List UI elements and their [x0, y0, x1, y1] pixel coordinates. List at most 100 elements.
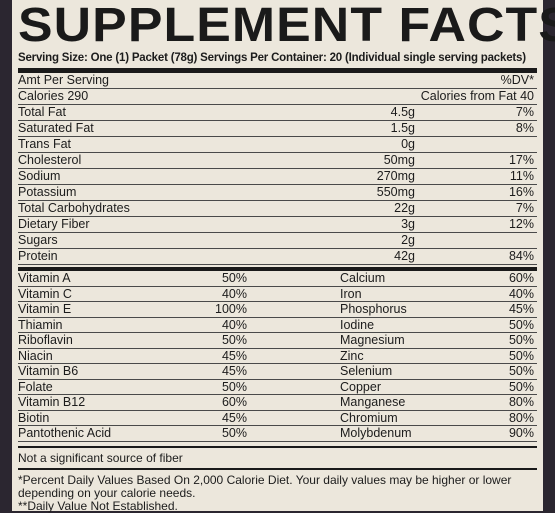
footnote-daily-values: *Percent Daily Values Based On 2,000 Cal… — [18, 472, 512, 500]
vitamin-name: Vitamin A — [18, 271, 71, 285]
vitamin-row: Vitamin C 40% Iron 40% — [18, 286, 537, 302]
mineral-name: Selenium — [340, 364, 393, 378]
nutrient-name: Protein — [18, 249, 58, 263]
nutrient-amount: 0g — [401, 137, 415, 151]
nutrient-name: Total Carbohydrates — [18, 201, 130, 215]
vitamin-divider — [18, 267, 537, 271]
mineral-dv: 80% — [508, 395, 534, 409]
nutrient-name: Sodium — [18, 169, 61, 183]
mineral-dv: 50% — [508, 364, 534, 378]
vitamin-dv: 40% — [221, 286, 247, 301]
mineral-dv: 50% — [508, 333, 534, 347]
nutrient-name: Trans Fat — [18, 137, 72, 151]
mineral-name: Chromium — [340, 410, 398, 425]
nutrient-name: Cholesterol — [18, 153, 82, 167]
nutrient-row: Total Carbohydrates 22g 7% — [18, 201, 537, 217]
vitamin-dv: 50% — [221, 271, 247, 285]
vitamin-table: Vitamin A 50% Calcium 60% Vitamin C 40% Iron 40… — [18, 271, 537, 442]
nutrient-row: Potassium 550mg 16% — [18, 185, 537, 201]
nutrient-name: Saturated Fat — [18, 121, 94, 135]
nutrient-dv: 17% — [508, 153, 534, 167]
nutrient-name: Potassium — [18, 185, 77, 199]
mineral-name: Calcium — [340, 271, 386, 285]
vitamin-name: Vitamin B6 — [18, 364, 79, 378]
vitamin-dv: 100% — [215, 302, 247, 316]
nutrient-name: Dietary Fiber — [18, 217, 90, 231]
nutrient-amount: 1.5g — [390, 121, 415, 135]
supplement-facts-label: SUPPLEMENT FACTS Serving Size: One (1) P… — [12, 0, 555, 512]
nutrient-dv: 7% — [515, 201, 534, 215]
nutrient-amount: 2g — [401, 233, 415, 247]
vitamin-name: Vitamin B12 — [18, 395, 86, 409]
nutrient-amount: 3g — [401, 217, 415, 231]
calories-value: Calories 290 — [18, 89, 89, 103]
vitamin-dv: 50% — [221, 379, 247, 394]
mineral-dv: 40% — [508, 286, 534, 301]
vitamin-row: Folate 50% Copper 50% — [18, 379, 537, 395]
vitamin-dv: 50% — [221, 426, 247, 440]
nutrient-amount: 50mg — [383, 153, 415, 167]
calories-row: Calories 290 Calories from Fat 40 — [18, 89, 537, 105]
vitamin-name: Pantothenic Acid — [18, 426, 112, 440]
vitamin-name: Thiamin — [18, 317, 63, 332]
mineral-dv: 50% — [508, 317, 534, 332]
amount-header-row: Amt Per Serving %DV* — [18, 73, 537, 89]
vitamin-name: Niacin — [18, 348, 53, 363]
vitamin-row: Pantothenic Acid 50% Molybdenum 90% — [18, 426, 537, 442]
nutrient-row: Sodium 270mg 11% — [18, 169, 537, 185]
mineral-dv: 45% — [508, 302, 534, 316]
footer-divider — [18, 445, 537, 448]
nutrient-dv: 8% — [515, 121, 534, 135]
nutrient-row: Sugars 2g — [18, 233, 537, 249]
nutrient-amount: 22g — [394, 201, 415, 215]
nutrient-amount: 550mg — [376, 185, 415, 199]
vitamin-row: Vitamin E 100% Phosphorus 45% — [18, 302, 537, 318]
nutrient-dv: 11% — [509, 169, 534, 183]
nutrient-amount: 4.5g — [390, 105, 415, 119]
mineral-name: Copper — [340, 379, 381, 394]
mineral-dv: 60% — [508, 271, 534, 285]
vitamin-name: Biotin — [18, 410, 50, 425]
vitamin-row: Vitamin B6 45% Selenium 50% — [18, 364, 537, 380]
vitamin-row: Vitamin A 50% Calcium 60% — [18, 271, 537, 287]
nutrient-name: Sugars — [18, 233, 58, 247]
nutrient-row: Dietary Fiber 3g 12% — [18, 217, 537, 233]
calories-from-fat: Calories from Fat 40 — [420, 89, 534, 103]
nutrient-name: Total Fat — [18, 105, 66, 119]
mineral-dv: 90% — [508, 426, 534, 440]
serving-info: Serving Size: One (1) Packet (78g) Servi… — [18, 52, 526, 64]
fiber-note: Not a significant source of fiber — [18, 451, 537, 470]
vitamin-dv: 45% — [221, 410, 247, 425]
nutrient-row: Cholesterol 50mg 17% — [18, 153, 537, 169]
vitamin-row: Riboflavin 50% Magnesium 50% — [18, 333, 537, 349]
vitamin-row: Thiamin 40% Iodine 50% — [18, 317, 537, 333]
vitamin-row: Biotin 45% Chromium 80% — [18, 410, 537, 426]
amt-per-serving-label: Amt Per Serving — [18, 73, 110, 87]
nutrient-row: Total Fat 4.5g 7% — [18, 105, 537, 121]
vitamin-dv: 50% — [221, 333, 247, 347]
mineral-name: Phosphorus — [340, 302, 407, 316]
nutrient-dv: 84% — [508, 249, 534, 263]
mineral-name: Manganese — [340, 395, 406, 409]
nutrient-dv: 7% — [515, 105, 534, 119]
nutrient-row: Trans Fat 0g — [18, 137, 537, 153]
vitamin-dv: 40% — [221, 317, 247, 332]
mineral-dv: 50% — [508, 379, 534, 394]
vitamin-dv: 45% — [221, 364, 247, 378]
mineral-name: Iodine — [340, 317, 375, 332]
mineral-name: Zinc — [340, 348, 364, 363]
vitamin-name: Folate — [18, 379, 53, 394]
nutrient-amount: 42g — [394, 249, 415, 263]
nutrient-row: Saturated Fat 1.5g 8% — [18, 121, 537, 137]
vitamin-name: Vitamin C — [18, 286, 72, 301]
mineral-dv: 50% — [508, 348, 534, 363]
thick-divider — [18, 68, 537, 73]
vitamin-name: Riboflavin — [18, 333, 73, 347]
vitamin-row: Vitamin B12 60% Manganese 80% — [18, 395, 537, 411]
mineral-name: Molybdenum — [340, 426, 412, 440]
nutrient-dv: 12% — [508, 217, 534, 231]
dv-header: %DV* — [500, 73, 534, 87]
mineral-name: Iron — [340, 286, 362, 301]
nutrient-dv: 16% — [508, 185, 534, 199]
mineral-dv: 80% — [508, 410, 534, 425]
